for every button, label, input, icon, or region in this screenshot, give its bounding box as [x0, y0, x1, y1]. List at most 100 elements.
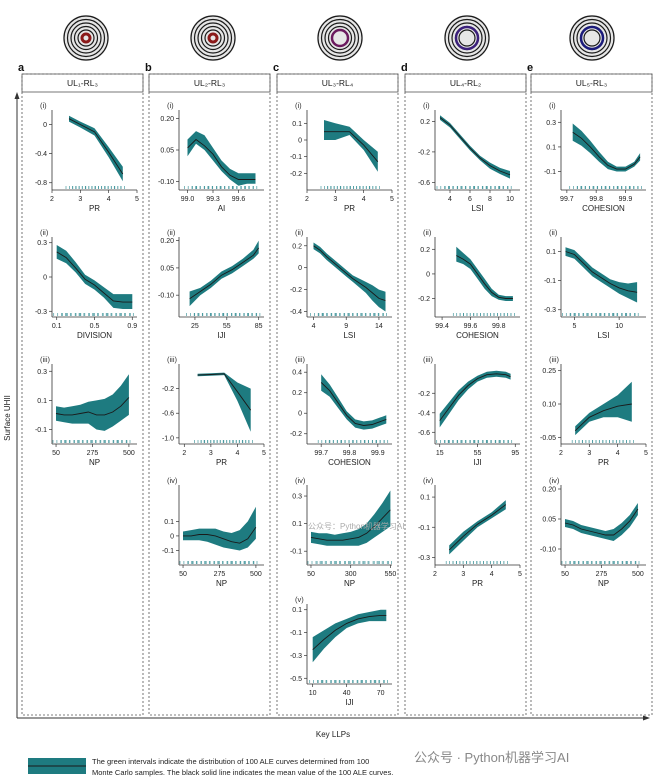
y-tick-label: 0.1: [420, 495, 430, 502]
x-tick-label: 2: [433, 571, 437, 578]
ale-interval-band: [575, 381, 632, 436]
y-tick-label: 0.20: [160, 238, 174, 245]
ale-mean-line: [310, 509, 391, 541]
panel-letter-d: d: [401, 62, 408, 74]
y-tick-label: 0.2: [420, 119, 430, 126]
y-tick-label: -0.8: [35, 180, 47, 187]
y-tick-label: -0.2: [418, 391, 430, 398]
subplot-label: (iii): [167, 355, 177, 364]
ring-icon-ring: [320, 18, 360, 58]
x-axis-label: COHESION: [456, 331, 499, 340]
x-axis-label: LSI: [471, 204, 483, 213]
y-tick-label: -0.3: [544, 307, 556, 314]
x-tick-label: 2: [50, 196, 54, 203]
x-tick-label: 3: [461, 571, 465, 578]
x-tick-label: 550: [385, 571, 397, 578]
ring-icon-ring: [63, 15, 109, 61]
y-tick-label: -0.1: [544, 169, 556, 176]
y-tick-label: 0.3: [37, 240, 47, 247]
ring-icons-row: [63, 15, 615, 61]
ale-interval-band: [197, 372, 251, 432]
ring-icon-bg: [190, 15, 236, 61]
column-title-d: UL₄-RL₂: [450, 78, 481, 88]
ale-mean-line: [456, 255, 513, 299]
subplot-label: (v): [295, 595, 304, 604]
x-tick-label: 50: [52, 450, 60, 457]
y-tick-label: 0.2: [420, 247, 430, 254]
ale-mean-line: [55, 397, 130, 416]
x-tick-label: 5: [518, 571, 522, 578]
y-tick-label: 0.1: [292, 521, 302, 528]
subplot-a-2: (iii) 0.3 0.1 -0.1 50 275 500 NP: [35, 355, 137, 467]
ale-mean-line: [183, 526, 257, 544]
x-tick-label: 2: [559, 450, 563, 457]
y-tick-label: 0.4: [292, 370, 302, 377]
x-tick-label: 15: [436, 450, 444, 457]
ale-mean-line: [565, 251, 638, 293]
x-tick-label: 99.8: [343, 450, 357, 457]
x-tick-label: 5: [644, 450, 648, 457]
ale-mean-line: [572, 131, 641, 170]
x-tick-label: 99.7: [314, 450, 328, 457]
subplot-c-1: (ii) 0.2 0 -0.2 -0.4 4 9 14 LSI: [290, 228, 392, 340]
x-tick-label: 99.9: [371, 450, 385, 457]
ring-icon-ring: [444, 15, 490, 61]
ale-mean-line: [187, 138, 256, 180]
x-tick-label: 10: [615, 323, 623, 330]
ale-mean-line: [189, 247, 260, 300]
x-axis-label: IJI: [345, 698, 353, 707]
y-tick-label: -0.1: [290, 154, 302, 161]
x-tick-label: 275: [596, 571, 608, 578]
ale-interval-band: [313, 242, 386, 312]
x-axis-label: PR: [89, 204, 100, 213]
x-tick-label: 5: [390, 196, 394, 203]
x-tick-label: 25: [191, 323, 199, 330]
ring-icon-ring: [66, 18, 106, 58]
column-header-box-e: [530, 73, 653, 93]
x-axis-label: NP: [216, 579, 227, 588]
ring-icon-ring: [324, 22, 356, 54]
y-tick-label: 0.2: [292, 390, 302, 397]
global-x-arrow: [643, 715, 650, 721]
x-tick-label: 500: [250, 571, 262, 578]
subplot-label: (iii): [423, 355, 433, 364]
x-tick-label: 275: [87, 450, 99, 457]
x-tick-label: 0.5: [90, 323, 100, 330]
y-tick-label: 0.1: [164, 519, 174, 526]
y-tick-label: 0.05: [542, 517, 556, 524]
y-tick-label: 0: [298, 138, 302, 145]
y-tick-label: 0.05: [160, 265, 174, 272]
ale-mean-line: [439, 373, 511, 421]
x-tick-label: 5: [262, 450, 266, 457]
x-tick-label: 4: [448, 196, 452, 203]
ring-icon-ring: [73, 25, 99, 51]
y-tick-label: 0: [170, 533, 174, 540]
y-tick-label: -0.4: [35, 151, 47, 158]
subplot-label: (iv): [167, 476, 178, 485]
ale-mean-line: [564, 508, 639, 536]
subplot-label: (ii): [423, 228, 432, 237]
y-tick-label: -0.1: [162, 548, 174, 555]
x-tick-label: 300: [345, 571, 357, 578]
ale-interval-band: [565, 247, 638, 303]
x-tick-label: 4: [107, 196, 111, 203]
x-tick-label: 4: [235, 450, 239, 457]
panel-letter-b: b: [145, 62, 152, 74]
ale-mean-line: [448, 504, 507, 551]
ring-icon-bg: [63, 15, 109, 61]
ring-icon-ring: [583, 29, 601, 47]
x-tick-label: 6: [468, 196, 472, 203]
column-header-box-b: [148, 73, 271, 93]
x-tick-label: 3: [333, 196, 337, 203]
x-tick-label: 99.0: [181, 196, 195, 203]
subplot-a-1: (ii) 0.3 0 -0.3 0.1 0.5 0.9 DIVISION: [35, 228, 137, 340]
subplot-label: (ii): [549, 228, 558, 237]
column-title-e: UL₅-RL₃: [576, 78, 607, 88]
ring-icon-core: [454, 25, 480, 51]
column-title-b: UL₂-RL₃: [194, 78, 225, 88]
subplot-b-0: (i) 0.20 0.05 -0.10 99.0 99.3 99.6 AI: [158, 101, 264, 213]
y-tick-label: -0.6: [418, 180, 430, 187]
x-axis-label: COHESION: [328, 458, 371, 467]
watermark-inline: 公众号：Python机器学习AI: [308, 521, 404, 531]
column-header-box-a: [21, 73, 144, 93]
